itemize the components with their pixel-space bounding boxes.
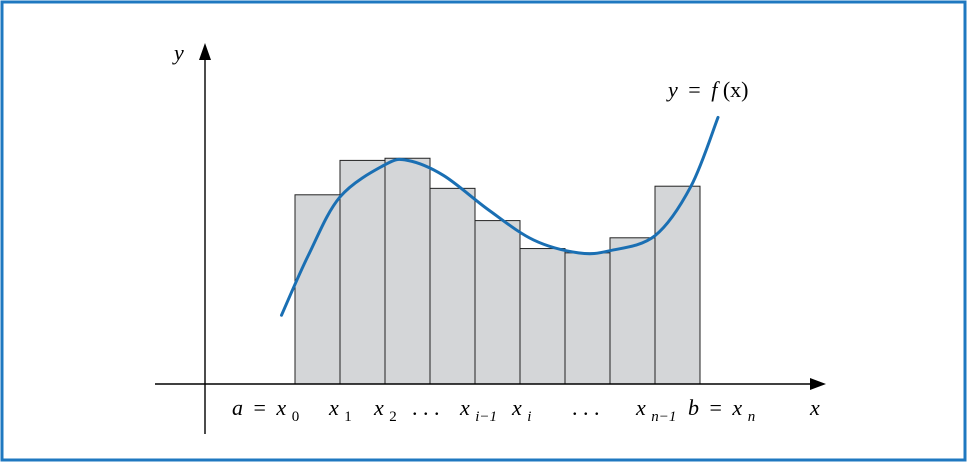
y-axis-arrowhead xyxy=(199,43,211,60)
curve-label-y: y xyxy=(666,77,678,102)
tick-label-x1: x 1 xyxy=(328,395,352,425)
tick-x0-sub: 0 xyxy=(292,409,300,425)
tick-xi-sub: i xyxy=(527,409,531,425)
tick-x0-x: x xyxy=(275,395,286,420)
tick-xnm1-sub: n−1 xyxy=(651,409,676,425)
riemann-rectangle-9 xyxy=(654,185,701,385)
tick-x2-sub: 2 xyxy=(389,409,397,425)
riemann-rectangle-6 xyxy=(519,248,566,385)
y-axis-label: y xyxy=(172,40,184,65)
tick-x1-sub: 1 xyxy=(344,409,352,425)
tick-xnm1-x: x xyxy=(635,395,646,420)
riemann-rectangle-4 xyxy=(429,187,476,385)
x-axis-arrowhead xyxy=(810,378,826,390)
tick-xim1-sub: i−1 xyxy=(475,409,497,425)
tick-xn-x: x xyxy=(731,395,742,420)
riemann-rectangle-8 xyxy=(609,237,656,385)
tick-label-xi-1: x i−1 xyxy=(459,395,497,425)
x-axis-label: x xyxy=(809,395,820,420)
tick-label-x2: x 2 xyxy=(373,395,397,425)
riemann-rectangle-7 xyxy=(564,252,611,385)
tick-b: b xyxy=(688,395,699,420)
tick-a-eq: = xyxy=(254,395,266,420)
tick-dots-left: . . . xyxy=(412,395,440,420)
tick-x1-x: x xyxy=(328,395,339,420)
curve-label-f: f xyxy=(711,77,720,102)
tick-dots-right: . . . xyxy=(572,395,600,420)
function-curve xyxy=(280,115,720,317)
tick-xim1-x: x xyxy=(459,395,470,420)
tick-label-xi: x i xyxy=(511,395,531,425)
riemann-rectangle-2 xyxy=(339,159,386,385)
riemann-rectangle-1 xyxy=(294,194,341,385)
tick-label-b-xn: b = x n xyxy=(688,395,755,425)
tick-b-eq: = xyxy=(710,395,722,420)
curve-label-eq: = xyxy=(688,77,700,102)
curve-label-arg: (x) xyxy=(723,77,749,102)
curve-label: y = f (x) xyxy=(666,77,748,102)
riemann-rectangle-5 xyxy=(474,220,521,385)
riemann-rectangle-3 xyxy=(384,157,431,385)
tick-x2-x: x xyxy=(373,395,384,420)
tick-label-a-x0: a = x 0 xyxy=(232,395,299,425)
tick-label-xn-1: x n−1 xyxy=(635,395,676,425)
tick-xi-x: x xyxy=(511,395,522,420)
tick-a: a xyxy=(232,395,243,420)
tick-xn-sub: n xyxy=(748,409,756,425)
riemann-rectangles xyxy=(294,157,701,385)
